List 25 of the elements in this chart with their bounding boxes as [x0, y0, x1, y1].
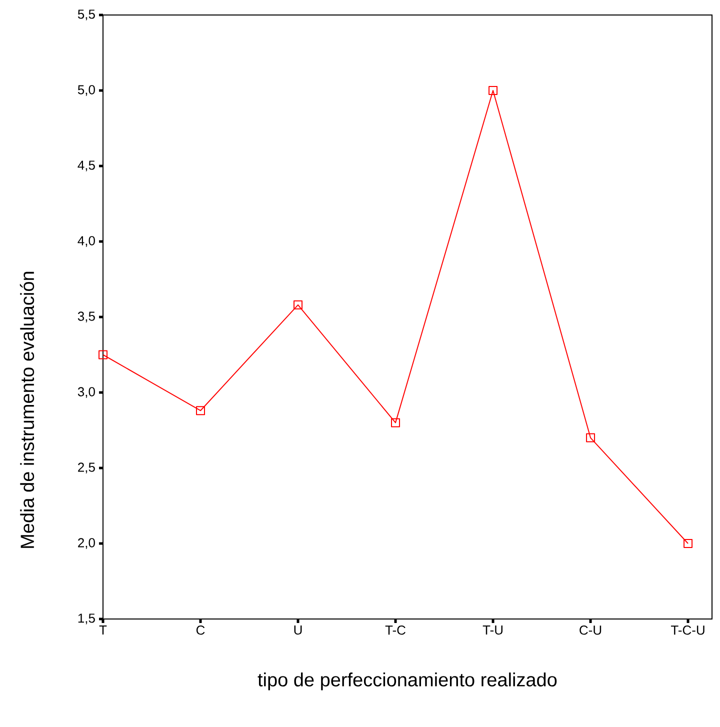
x-tick-label: U	[294, 626, 302, 635]
x-tick-label: C	[196, 626, 205, 635]
point	[391, 418, 400, 428]
point	[488, 86, 498, 95]
y-tick-label: 5,5	[78, 10, 95, 20]
y-tick-label: 3,5	[78, 312, 95, 322]
point	[98, 350, 108, 360]
y-tick-label: 4,0	[78, 236, 95, 247]
y-tick-label: 4,5	[78, 160, 95, 172]
y-tick-label: 1,5	[78, 614, 95, 624]
y-tick-label: 3,0	[78, 387, 95, 398]
y-tick-label: 2,0	[78, 538, 95, 549]
x-axis-title: tipo de perfeccionamiento realizado	[258, 672, 557, 690]
y-tick-label: 2,5	[78, 462, 95, 474]
y-tick-label: 5,0	[78, 85, 95, 96]
point	[586, 433, 596, 442]
x-tick-label: C-U	[580, 626, 602, 635]
point	[294, 300, 303, 310]
x-tick-label: T-C-U	[670, 626, 704, 635]
x-tick-label: T-U	[482, 626, 502, 635]
x-tick-label: T	[99, 626, 107, 634]
point	[196, 406, 206, 416]
x-tick-label: T-C	[385, 626, 406, 635]
point	[684, 539, 693, 548]
y-axis-title: Media de instrumento evaluación	[20, 272, 34, 548]
